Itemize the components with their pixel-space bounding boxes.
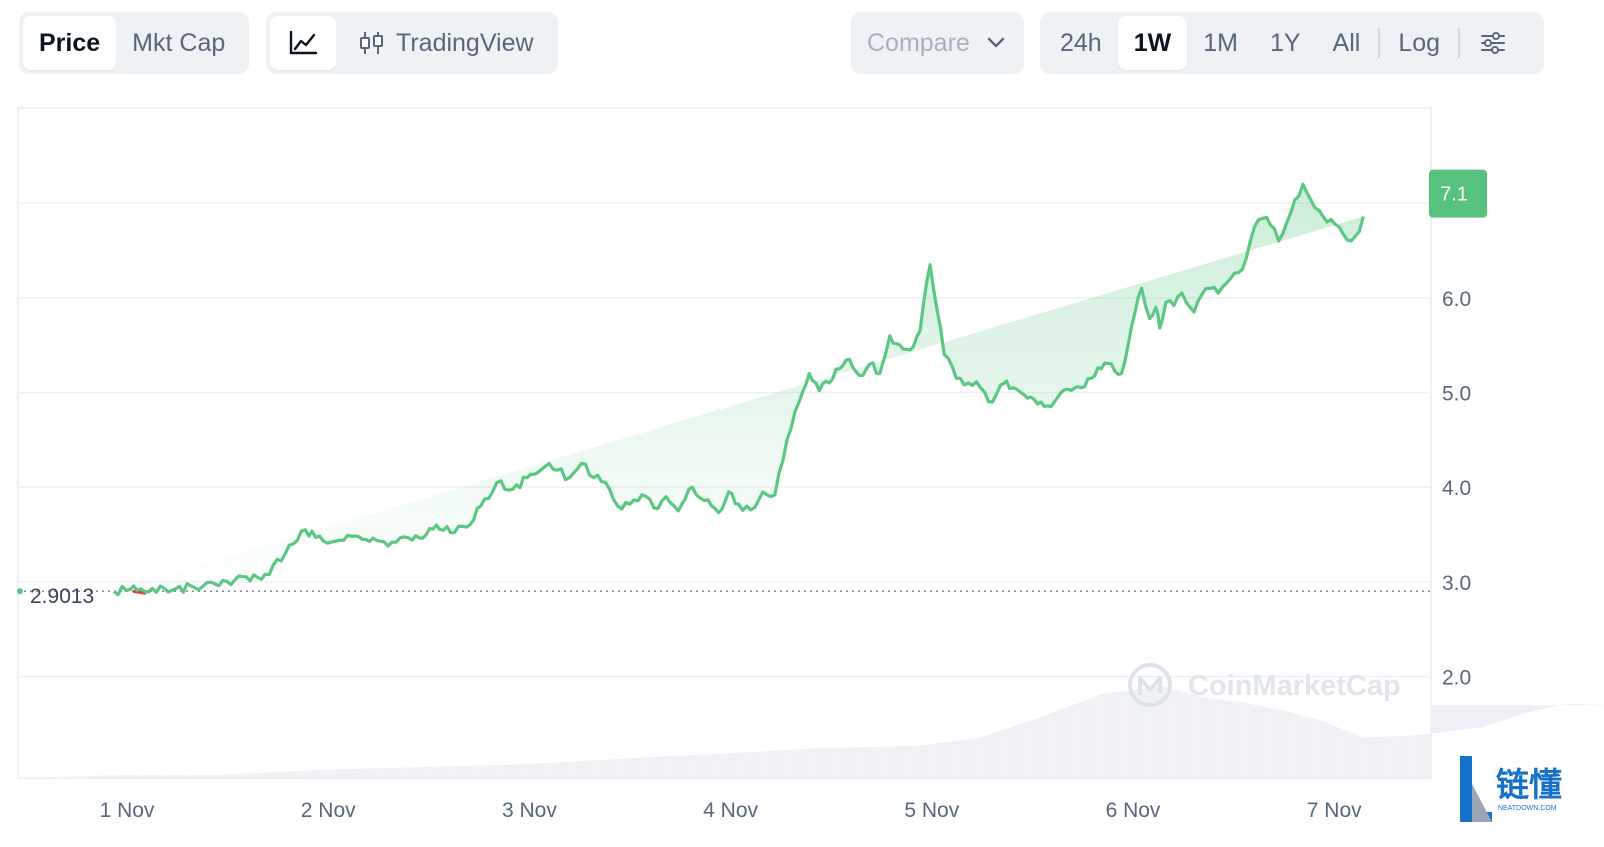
divider [1458, 28, 1461, 58]
logo-l-shape [1460, 756, 1492, 822]
y-axis: 2.0 3.0 4.0 5.0 6.0 [1442, 288, 1471, 690]
chevron-down-icon [987, 37, 1005, 48]
watermark-text: CoinMarketCap [1188, 670, 1401, 702]
x-tick-label: 4 Nov [703, 799, 758, 822]
tab-mkt-cap[interactable]: Mkt Cap [132, 28, 226, 57]
range-all[interactable]: All [1332, 28, 1361, 57]
logo-l-shadow [1472, 784, 1492, 822]
x-tick-label: 1 Nov [100, 799, 155, 822]
range-24h[interactable]: 24h [1060, 28, 1102, 57]
x-axis: 1 Nov 2 Nov 3 Nov 4 Nov 5 Nov 6 Nov 7 Nov [100, 799, 1363, 822]
time-range-switch: 24h 1W 1M 1Y All Log [1040, 12, 1544, 74]
chart-toolbar: Price Mkt Cap TradingView Compare 24h 1W… [0, 12, 1604, 76]
line-chart-icon [289, 30, 318, 55]
open-price-value: 2.9013 [30, 585, 94, 608]
logo-sub-text: NEATDOWN.COM [1498, 805, 1557, 812]
coinmarketcap-watermark: CoinMarketCap [1128, 663, 1401, 707]
y-tick-label: 6.0 [1442, 288, 1471, 311]
coinmarketcap-logo-icon [1128, 663, 1172, 707]
log-scale-toggle[interactable]: Log [1398, 28, 1441, 57]
chart-type-switch: Price Mkt Cap [19, 12, 249, 74]
settings-button[interactable] [1462, 16, 1524, 70]
y-tick-label: 3.0 [1442, 572, 1471, 595]
x-tick-label: 7 Nov [1307, 799, 1362, 822]
neatdown-logo: 链懂 NEATDOWN.COM [1456, 754, 1604, 824]
compare-label: Compare [867, 28, 970, 57]
tradingview-label: TradingView [396, 28, 534, 57]
line-view-button[interactable] [270, 16, 336, 70]
x-tick-label: 3 Nov [502, 799, 557, 822]
range-1y[interactable]: 1Y [1269, 28, 1301, 57]
current-price-badge [1429, 169, 1487, 218]
x-tick-label: 2 Nov [301, 799, 356, 822]
volume-bars [18, 680, 1604, 778]
current-price-tag: 7.1 [1429, 169, 1487, 218]
candlestick-icon [360, 32, 383, 54]
y-tick-label: 2.0 [1442, 667, 1471, 690]
coinmarketcap-logo-mark [1138, 676, 1162, 695]
range-1w[interactable]: 1W [1117, 16, 1188, 70]
y-tick-label: 4.0 [1442, 477, 1471, 500]
volume-area [18, 686, 1604, 778]
open-price-marker [17, 588, 23, 595]
compare-dropdown[interactable]: Compare [851, 12, 1024, 74]
logo-chinese-text: 链懂 [1496, 766, 1562, 803]
sliders-icon [1481, 32, 1506, 54]
tradingview-button[interactable]: TradingView [336, 16, 544, 70]
x-tick-label: 6 Nov [1106, 799, 1161, 822]
tab-price[interactable]: Price [23, 16, 117, 70]
open-price-label: 2.9013 [17, 585, 94, 608]
chart-view-switch: TradingView [266, 12, 558, 74]
current-price-value: 7.1 [1440, 184, 1468, 206]
divider [1378, 28, 1381, 58]
range-1m[interactable]: 1M [1203, 28, 1238, 57]
x-tick-label: 5 Nov [904, 799, 959, 822]
y-tick-label: 5.0 [1442, 383, 1471, 406]
price-line [112, 182, 1365, 597]
